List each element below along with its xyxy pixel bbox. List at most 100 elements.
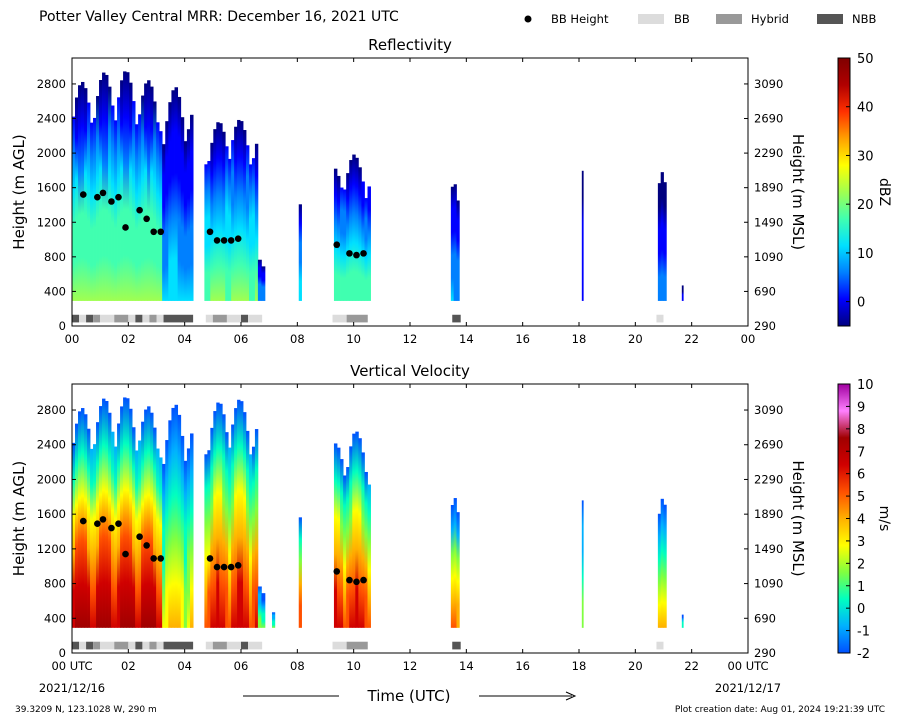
echo-column — [183, 460, 188, 628]
echo-column — [219, 403, 223, 628]
colorbar-tick-label: 6 — [857, 468, 865, 483]
y-tick-label: 2400 — [37, 112, 66, 126]
bb-height-point — [360, 576, 367, 584]
echo-column — [129, 82, 133, 301]
echo-column — [681, 614, 684, 628]
y-tick-label: 800 — [44, 250, 66, 264]
legend-label: Hybrid — [751, 12, 789, 26]
bb-height-point — [360, 250, 367, 257]
bb-height-point — [115, 520, 122, 528]
bb-type-segment — [72, 314, 80, 323]
bb-type-segment — [248, 641, 263, 650]
bb-type-segment — [114, 641, 129, 650]
echo-column — [204, 164, 208, 301]
echo-column — [219, 123, 223, 301]
echo-column — [123, 71, 127, 301]
colorbar-tick-label: 10 — [857, 247, 874, 262]
y2-tick-label: 2690 — [754, 112, 783, 126]
x-tick-label: 14 — [459, 659, 474, 673]
echo-column — [120, 406, 124, 628]
bb-height-point — [346, 250, 353, 257]
x-tick-label: 16 — [515, 332, 530, 346]
legend-label: BB — [674, 12, 690, 26]
echo-column — [132, 101, 136, 301]
echo-layer — [72, 71, 684, 323]
echo-column — [126, 72, 130, 301]
echo-column — [450, 186, 455, 301]
echo-column — [367, 484, 371, 628]
y-axis-label: Height (m AGL) — [10, 134, 28, 249]
bb-height-point — [234, 235, 242, 242]
bb-type-segment — [226, 641, 241, 650]
bb-height-point — [220, 237, 228, 244]
echo-column — [358, 167, 362, 301]
y-tick-label: 800 — [44, 577, 66, 591]
bb-type-segment — [212, 314, 227, 323]
echo-column — [225, 146, 229, 301]
y2-tick-label: 1090 — [754, 250, 783, 264]
echo-column — [231, 140, 235, 301]
bb-type-segment — [149, 641, 157, 650]
bb-height-point — [136, 206, 143, 214]
bb-type-segment — [79, 314, 87, 323]
echo-column — [213, 129, 217, 301]
x-axis-label: Time (UTC) — [367, 687, 451, 705]
echo-column — [93, 117, 97, 301]
echo-column — [352, 154, 356, 301]
echo-column — [105, 401, 109, 628]
echo-column — [87, 428, 91, 628]
echo-column — [213, 411, 217, 628]
bb-type-segment — [142, 314, 150, 323]
x-tick-label: 10 — [346, 659, 361, 673]
x-tick-label: 02 — [121, 332, 136, 346]
echo-column — [663, 504, 667, 628]
colorbar-tick-label: 40 — [857, 101, 874, 116]
echo-column — [660, 498, 664, 628]
echo-column — [237, 119, 241, 301]
arrow-head-icon — [565, 691, 577, 701]
echo-column — [367, 186, 371, 301]
echo-column — [174, 87, 179, 301]
bb-type-segment — [114, 314, 129, 323]
echo-column — [93, 444, 97, 628]
bb-type-segment — [332, 314, 347, 323]
echo-column — [90, 122, 94, 301]
echo-column — [333, 168, 338, 301]
echo-column — [141, 95, 145, 301]
echo-column — [234, 126, 238, 301]
x-tick-label: 02 — [121, 659, 136, 673]
legend-swatch-hybrid — [716, 14, 742, 24]
echo-column — [72, 116, 76, 301]
echo-column — [364, 471, 368, 628]
echo-column — [251, 158, 256, 301]
colorbar — [837, 57, 851, 327]
x-tick-label: 12 — [403, 332, 418, 346]
colorbar-tick-label: 10 — [857, 378, 874, 393]
y-tick-label: 400 — [44, 284, 66, 298]
echo-column — [171, 90, 175, 301]
echo-column — [114, 120, 118, 301]
bb-type-segment — [332, 641, 347, 650]
echo-column — [246, 430, 250, 628]
bb-type-segment — [128, 641, 136, 650]
echo-column — [144, 409, 148, 628]
echo-column — [261, 266, 266, 301]
x-tick-label: 22 — [684, 659, 699, 673]
y2-tick-label: 2290 — [754, 146, 783, 160]
echo-column — [453, 498, 457, 628]
echo-column — [228, 158, 232, 301]
echo-column — [171, 407, 175, 628]
colorbar-tick-label: -1 — [857, 625, 870, 640]
bb-height-point — [157, 228, 165, 236]
bb-type-segment — [100, 641, 115, 650]
x-tick-label: 00 — [741, 332, 756, 346]
bb-type-segment — [86, 641, 94, 650]
bb-type-segment — [248, 314, 263, 323]
colorbar-tick-label: -2 — [857, 647, 870, 662]
echo-column — [141, 421, 145, 628]
bb-height-point — [213, 563, 221, 571]
echo-column — [87, 102, 91, 301]
echo-column — [168, 420, 172, 628]
bb-height-point — [150, 228, 157, 236]
echo-column — [340, 187, 344, 301]
